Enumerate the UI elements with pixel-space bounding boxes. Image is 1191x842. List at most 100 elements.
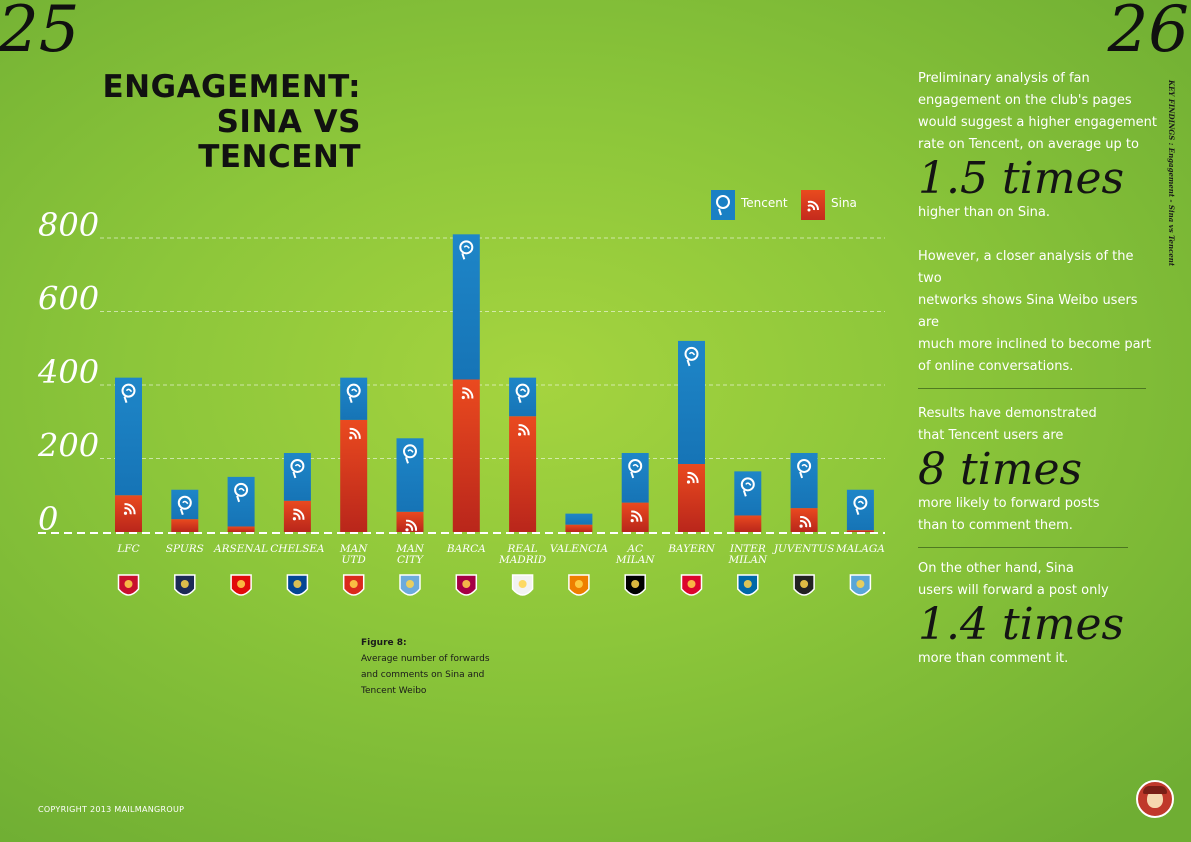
bar-tencent [115, 377, 142, 496]
tencent-logo-icon [121, 383, 136, 403]
page-title: ENGAGEMENT: SINA VS TENCENT [103, 70, 362, 175]
bar-sina [283, 500, 311, 532]
x-tick-label: MILAN [615, 554, 655, 566]
bar-sina [171, 519, 199, 532]
inter-milan-crest-icon [737, 574, 759, 596]
text-line: rate on Tencent, on average up to [918, 137, 1139, 152]
y-tick-label: 0 [38, 500, 58, 538]
bar-sina [452, 379, 480, 532]
x-tick-label: UTD [342, 554, 367, 566]
finding-intro: Preliminary analysis of fan engagement o… [918, 68, 1158, 156]
text-line: However, a closer analysis of the two [918, 249, 1134, 286]
text-line: would suggest a higher engagement [918, 115, 1157, 130]
x-tick-label: REAL [507, 543, 538, 555]
y-tick-label: 600 [38, 280, 99, 318]
arsenal-crest-icon [230, 574, 252, 596]
liverpool-crest-icon [117, 574, 140, 596]
bar-tencent [171, 489, 199, 520]
finding-sina-forwards: On the other hand, Sina users will forwa… [918, 558, 1158, 602]
real-madrid-crest-icon [511, 574, 534, 596]
divider [918, 547, 1128, 548]
text-line: engagement on the club's pages [918, 93, 1132, 108]
copyright-text: COPYRIGHT 2013 MAILMANGROUP [38, 805, 185, 814]
sina-weibo-logo-icon [349, 427, 361, 440]
tencent-logo-icon [515, 383, 530, 403]
x-tick-label: SPURS [166, 543, 204, 555]
x-tick-label: MAN [395, 543, 424, 555]
ac-milan-crest-icon [624, 574, 646, 596]
text-line: more than comment it. [918, 651, 1069, 666]
caption-line: and comments on Sina and [361, 670, 485, 680]
bar-sina [115, 495, 142, 532]
text-line: that Tencent users are [918, 428, 1064, 443]
x-tick-label: MAN [339, 543, 368, 555]
x-tick-label: CHELSEA [270, 543, 325, 555]
tencent-logo-icon [684, 346, 699, 367]
text-line: users will forward a post only [918, 583, 1109, 598]
bar-sina [846, 530, 874, 532]
tencent-logo-icon [740, 477, 755, 497]
page-number-left: 25 [0, 0, 80, 67]
bar-tencent [452, 234, 480, 380]
legend-label-tencent: Tencent [741, 196, 788, 210]
tencent-logo-icon [346, 383, 361, 403]
tencent-logo-icon [403, 444, 417, 464]
finding-tencent-forwards-cont: more likely to forward posts than to com… [918, 493, 1158, 537]
finding-tencent-forwards: Results have demonstrated that Tencent u… [918, 403, 1158, 447]
y-tick-label: 800 [38, 206, 99, 244]
malaga-crest-icon [849, 574, 872, 596]
sina-weibo-logo-icon [292, 508, 305, 521]
caption-line: Tencent Weibo [361, 686, 427, 696]
sina-weibo-logo-icon [518, 424, 530, 436]
key-findings-column: Preliminary analysis of fan engagement o… [918, 68, 1158, 670]
mailman-logo-icon [1136, 780, 1174, 818]
text-line: much more inclined to become part [918, 337, 1152, 352]
x-tick-label: JUVENTUS [772, 543, 835, 555]
tencent-logo-icon [234, 482, 249, 503]
x-tick-label: MALAGA [835, 543, 885, 555]
juventus-crest-icon [793, 574, 815, 596]
man-city-crest-icon [399, 574, 421, 596]
bar-sina [227, 526, 255, 532]
bayern-crest-icon [680, 574, 703, 596]
sina-weibo-logo-icon [801, 190, 825, 220]
bar-tencent [227, 476, 255, 527]
stat-8-times: 8 times [918, 444, 1083, 495]
figure-caption: Figure 8: Average number of forwards and… [361, 635, 490, 699]
text-line: networks shows Sina Weibo users are [918, 293, 1138, 330]
man-utd-crest-icon [342, 574, 365, 596]
tencent-logo-icon [177, 495, 192, 516]
bar-sina [734, 515, 762, 532]
caption-line: Average number of forwards [361, 654, 490, 664]
sina-weibo-logo-icon [799, 516, 812, 528]
tencent-logo-icon [853, 495, 868, 516]
tencent-logo-icon [711, 190, 735, 220]
x-tick-label: CITY [397, 554, 424, 566]
title-line-2: SINA VS [216, 104, 361, 140]
text-line: of online conversations. [918, 359, 1074, 374]
x-tick-label: BAYERN [667, 543, 715, 555]
sina-weibo-logo-icon [686, 472, 699, 484]
sina-weibo-logo-icon [461, 387, 474, 400]
legend-label-sina: Sina [831, 196, 857, 210]
bar-sina [340, 419, 368, 532]
x-tick-label: VALENCIA [550, 543, 608, 555]
x-tick-label: LFC [116, 543, 139, 555]
x-tick-label: BARCA [446, 543, 486, 555]
y-tick-label: 400 [37, 353, 99, 391]
text-line: more likely to forward posts [918, 496, 1100, 511]
finding-closer-analysis: However, a closer analysis of the two ne… [918, 246, 1158, 378]
chelsea-crest-icon [286, 574, 309, 596]
tencent-logo-icon [628, 458, 643, 479]
bar-sina [678, 464, 705, 532]
text-line: Results have demonstrated [918, 406, 1097, 421]
title-line-1: ENGAGEMENT: [102, 69, 361, 105]
section-side-label: KEY FINDINGS : Engagement - Sina vs Tenc… [1167, 80, 1176, 267]
bar-sina [565, 524, 593, 532]
x-tick-label: MILAN [727, 554, 767, 566]
bar-tencent [621, 452, 649, 503]
stat-1-4-times: 1.4 times [918, 599, 1125, 650]
tencent-logo-icon [797, 458, 812, 479]
bar-tencent [790, 452, 818, 509]
